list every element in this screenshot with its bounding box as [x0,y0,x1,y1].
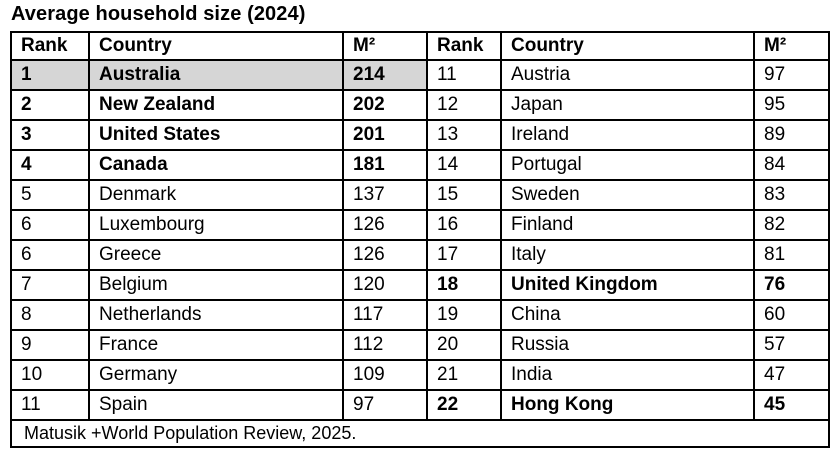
left-m2-cell: 201 [342,119,428,151]
right-m2-cell: 45 [753,389,830,421]
table-row: 7 Belgium 120 18 United Kingdom 76 [10,269,830,301]
left-rank-cell: 6 [10,209,90,241]
table-row: 10 Germany 109 21 India 47 [10,359,830,391]
left-m2-cell: 117 [342,299,428,331]
right-m2-cell: 97 [753,59,830,91]
right-rank-cell: 22 [426,389,502,421]
left-m2-cell: 126 [342,209,428,241]
left-m2-cell: 202 [342,89,428,121]
left-rank-cell: 5 [10,179,90,211]
table-row: 3 United States 201 13 Ireland 89 [10,119,830,151]
header-country-left: Country [88,31,344,61]
header-country-right: Country [500,31,755,61]
left-country-cell: Belgium [88,269,344,301]
right-m2-cell: 83 [753,179,830,211]
right-country-cell: Japan [500,89,755,121]
left-m2-cell: 214 [342,59,428,91]
table-row: 6 Luxembourg 126 16 Finland 82 [10,209,830,241]
left-rank-cell: 1 [10,59,90,91]
left-country-cell: Netherlands [88,299,344,331]
table-row: 4 Canada 181 14 Portugal 84 [10,149,830,181]
right-country-cell: United Kingdom [500,269,755,301]
table-row: 8 Netherlands 117 19 China 60 [10,299,830,331]
left-country-cell: Canada [88,149,344,181]
right-rank-cell: 16 [426,209,502,241]
left-country-cell: Greece [88,239,344,271]
right-m2-cell: 60 [753,299,830,331]
right-rank-cell: 17 [426,239,502,271]
right-m2-cell: 89 [753,119,830,151]
right-country-cell: Finland [500,209,755,241]
left-rank-cell: 9 [10,329,90,361]
right-m2-cell: 84 [753,149,830,181]
source-note: Matusik +World Population Review, 2025. [10,419,830,448]
source-row: Matusik +World Population Review, 2025. [10,419,830,448]
right-country-cell: Austria [500,59,755,91]
left-country-cell: Germany [88,359,344,391]
table-body: 1 Australia 214 11 Austria 97 2 New Zealand 202 1… [10,59,830,421]
left-rank-cell: 3 [10,119,90,151]
header-row: Rank Country M² Rank Country M² [10,31,830,61]
left-m2-cell: 97 [342,389,428,421]
right-m2-cell: 81 [753,239,830,271]
right-m2-cell: 76 [753,269,830,301]
table-row: 11 Spain 97 22 Hong Kong 45 [10,389,830,421]
header-m2-right: M² [753,31,830,61]
household-size-table: Rank Country M² Rank Country M² 1 Austral… [10,31,830,448]
right-m2-cell: 57 [753,329,830,361]
table-row: 2 New Zealand 202 12 Japan 95 [10,89,830,121]
right-country-cell: Italy [500,239,755,271]
left-m2-cell: 120 [342,269,428,301]
left-rank-cell: 10 [10,359,90,391]
header-rank-right: Rank [426,31,502,61]
right-country-cell: Sweden [500,179,755,211]
right-country-cell: China [500,299,755,331]
left-rank-cell: 7 [10,269,90,301]
left-m2-cell: 112 [342,329,428,361]
page-title: Average household size (2024) [11,3,306,25]
right-country-cell: Hong Kong [500,389,755,421]
right-rank-cell: 21 [426,359,502,391]
right-country-cell: India [500,359,755,391]
header-m2-left: M² [342,31,428,61]
left-m2-cell: 181 [342,149,428,181]
right-rank-cell: 12 [426,89,502,121]
left-rank-cell: 8 [10,299,90,331]
right-rank-cell: 13 [426,119,502,151]
left-country-cell: Denmark [88,179,344,211]
right-m2-cell: 47 [753,359,830,391]
left-country-cell: France [88,329,344,361]
left-rank-cell: 4 [10,149,90,181]
right-country-cell: Ireland [500,119,755,151]
table-row: 9 France 112 20 Russia 57 [10,329,830,361]
right-rank-cell: 19 [426,299,502,331]
left-country-cell: United States [88,119,344,151]
table-row: 1 Australia 214 11 Austria 97 [10,59,830,91]
right-rank-cell: 20 [426,329,502,361]
left-rank-cell: 11 [10,389,90,421]
right-rank-cell: 15 [426,179,502,211]
right-country-cell: Portugal [500,149,755,181]
left-m2-cell: 126 [342,239,428,271]
right-country-cell: Russia [500,329,755,361]
left-m2-cell: 109 [342,359,428,391]
right-rank-cell: 14 [426,149,502,181]
left-rank-cell: 6 [10,239,90,271]
right-m2-cell: 82 [753,209,830,241]
left-country-cell: Spain [88,389,344,421]
table-row: 6 Greece 126 17 Italy 81 [10,239,830,271]
left-country-cell: New Zealand [88,89,344,121]
left-country-cell: Luxembourg [88,209,344,241]
right-m2-cell: 95 [753,89,830,121]
table-row: 5 Denmark 137 15 Sweden 83 [10,179,830,211]
header-rank-left: Rank [10,31,90,61]
right-rank-cell: 18 [426,269,502,301]
left-m2-cell: 137 [342,179,428,211]
left-country-cell: Australia [88,59,344,91]
left-rank-cell: 2 [10,89,90,121]
right-rank-cell: 11 [426,59,502,91]
